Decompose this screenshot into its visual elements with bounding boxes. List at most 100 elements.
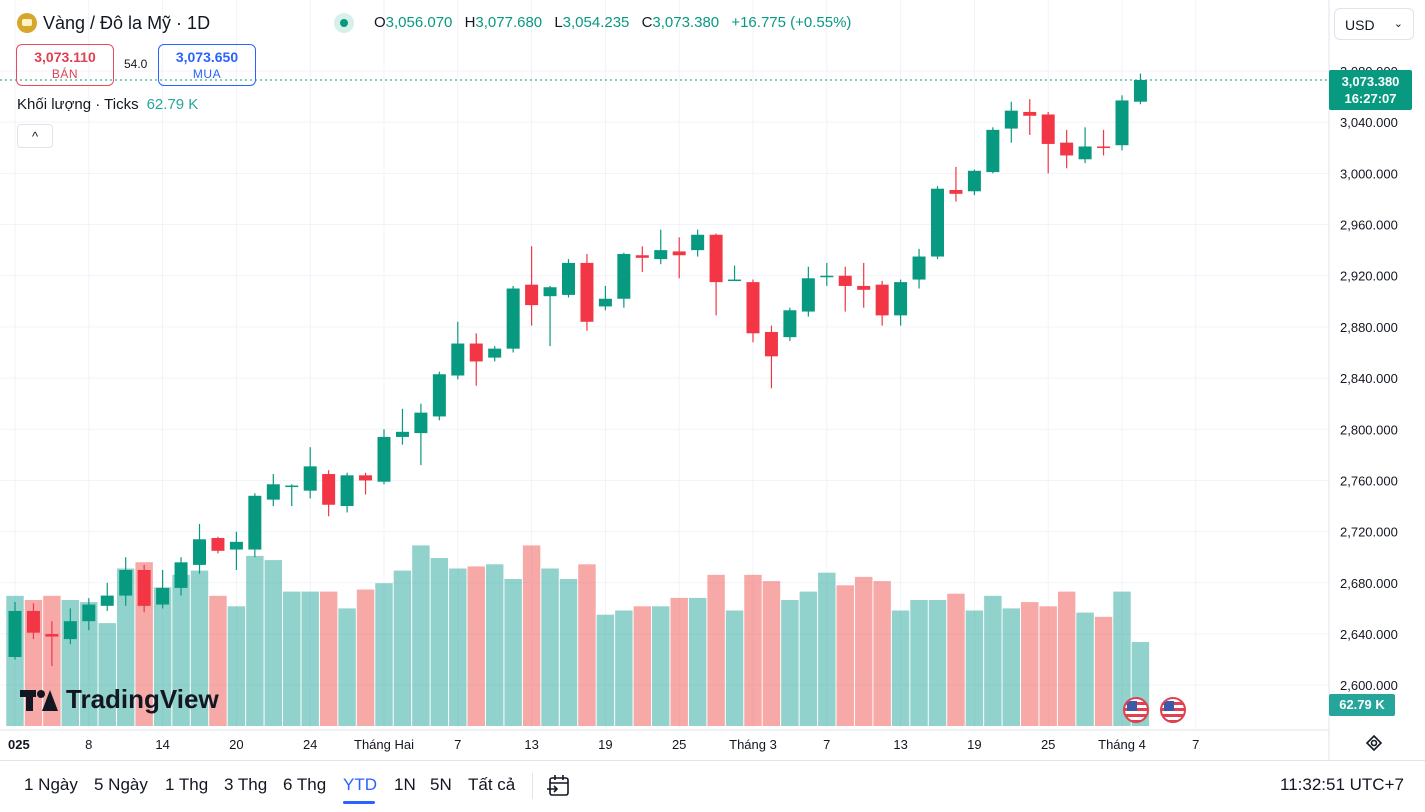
candle-body bbox=[100, 595, 114, 606]
go-to-date-icon[interactable] bbox=[546, 773, 572, 799]
candle-body bbox=[1004, 110, 1018, 129]
reset-chart-icon[interactable] bbox=[1364, 733, 1384, 753]
volume-bar bbox=[873, 581, 891, 726]
candle-body bbox=[562, 262, 575, 295]
volume-bar bbox=[430, 558, 449, 726]
bar-countdown: 16:27:07 bbox=[1344, 91, 1397, 106]
candle-body bbox=[248, 495, 262, 550]
volume-bar bbox=[965, 610, 984, 726]
us-flag-event-icon[interactable] bbox=[1160, 697, 1186, 723]
change-value: +16.775 (+0.55%) bbox=[731, 14, 852, 31]
range-ytd-button[interactable]: YTD bbox=[343, 775, 377, 794]
range-all-button[interactable]: Tất cả bbox=[468, 775, 516, 794]
currency-value: USD bbox=[1345, 17, 1375, 33]
volume-bar bbox=[891, 610, 910, 726]
candle-body bbox=[137, 570, 151, 606]
price-tick-label: 2,800.000 bbox=[1340, 422, 1398, 437]
volume-bar bbox=[504, 579, 522, 726]
currency-select[interactable]: USD ⌄ bbox=[1334, 8, 1414, 40]
volume-bar bbox=[910, 600, 928, 726]
sell-price: 3,073.110 bbox=[34, 49, 96, 65]
price-chart[interactable]: 3,080.0003,040.0003,000.0002,960.0002,92… bbox=[0, 0, 1425, 760]
low-label: L bbox=[554, 14, 563, 31]
time-tick-label: 13 bbox=[524, 737, 538, 752]
price-tick-label: 2,960.000 bbox=[1340, 218, 1398, 233]
volume-bar bbox=[596, 614, 615, 726]
range-5-days-button[interactable]: 5 Ngày bbox=[94, 775, 148, 794]
volume-legend-label: Khối lượng · Ticks bbox=[17, 96, 139, 113]
candle-body bbox=[488, 348, 502, 358]
last-price-tag: 3,073.380 16:27:07 bbox=[1329, 70, 1412, 110]
price-tick-label: 2,680.000 bbox=[1340, 576, 1398, 591]
buy-label: MUA bbox=[192, 67, 222, 81]
us-flag-event-icon[interactable] bbox=[1123, 697, 1149, 723]
chevron-up-icon: ^ bbox=[31, 129, 39, 144]
market-open-status-icon[interactable] bbox=[334, 13, 354, 33]
candle-body bbox=[1078, 146, 1092, 160]
volume-bar bbox=[338, 608, 356, 726]
candle-body bbox=[211, 538, 225, 551]
volume-bar bbox=[578, 564, 596, 726]
candle-body bbox=[986, 129, 1000, 173]
candle-body bbox=[617, 253, 631, 299]
volume-bar bbox=[227, 606, 246, 726]
close-value: 3,073.380 bbox=[652, 14, 720, 31]
volume-bar bbox=[98, 623, 116, 726]
candle-body bbox=[931, 188, 944, 257]
volume-bar bbox=[707, 574, 725, 726]
volume-bar bbox=[116, 568, 135, 726]
time-tick-label: 13 bbox=[893, 737, 907, 752]
range-3-months-button[interactable]: 3 Thg bbox=[224, 775, 268, 794]
candle-body bbox=[26, 610, 40, 633]
buy-price: 3,073.650 bbox=[175, 49, 239, 65]
volume-bar bbox=[301, 591, 319, 726]
candle-body bbox=[857, 285, 871, 290]
candle-body bbox=[764, 332, 778, 357]
range-1-day-button[interactable]: 1 Ngày bbox=[24, 775, 78, 794]
range-1-month-button[interactable]: 1 Thg bbox=[165, 775, 209, 794]
price-tick-label: 2,720.000 bbox=[1340, 525, 1398, 540]
range-6-months-button[interactable]: 6 Thg bbox=[283, 775, 327, 794]
open-value: 3,056.070 bbox=[385, 14, 453, 31]
volume-legend[interactable]: Khối lượng · Ticks 62.79 K bbox=[17, 96, 198, 113]
candle-body bbox=[377, 436, 391, 482]
time-axis: 025 8 14 20 24 Tháng Hai 7 13 19 25 Tháng 3 7 13 19 25… bbox=[8, 737, 1199, 752]
volume-bar bbox=[283, 591, 301, 726]
candle-body bbox=[783, 310, 797, 338]
candle-body bbox=[414, 412, 428, 434]
candle-body bbox=[709, 234, 723, 283]
candle-body bbox=[156, 587, 170, 605]
volume-bar bbox=[818, 572, 836, 726]
volume-bar bbox=[1076, 612, 1094, 726]
candle-body bbox=[506, 288, 520, 349]
time-tick-label: 19 bbox=[967, 737, 981, 752]
chevron-down-icon: ⌄ bbox=[1393, 18, 1403, 30]
sell-button[interactable]: 3,073.110 BÁN bbox=[16, 44, 114, 86]
price-tick-label: 2,840.000 bbox=[1340, 371, 1398, 386]
volume-bar bbox=[652, 606, 670, 726]
price-axis: 3,080.0003,040.0003,000.0002,960.0002,92… bbox=[1340, 64, 1398, 693]
volume-bar bbox=[1094, 616, 1113, 726]
range-1-year-button[interactable]: 1N bbox=[394, 775, 416, 794]
buy-button[interactable]: 3,073.650 MUA bbox=[158, 44, 256, 86]
watermark-text: TradingView bbox=[66, 684, 219, 714]
low-value: 3,054.235 bbox=[562, 14, 630, 31]
time-tick-label: 19 bbox=[598, 737, 612, 752]
range-5-years-button[interactable]: 5N bbox=[430, 775, 452, 794]
candle-body bbox=[580, 262, 594, 322]
candle-body bbox=[63, 621, 77, 640]
volume-bar bbox=[319, 591, 338, 726]
volume-bar bbox=[1021, 602, 1039, 726]
tradingview-watermark[interactable]: TradingView bbox=[20, 684, 219, 715]
volume-bar bbox=[264, 560, 283, 726]
collapse-legend-button[interactable]: ^ bbox=[17, 124, 53, 148]
clock-timezone[interactable]: 11:32:51 UTC+7 bbox=[1280, 775, 1404, 794]
volume-bar bbox=[799, 591, 818, 726]
candle-body bbox=[303, 466, 317, 491]
symbol-header[interactable]: Vàng / Đô la Mỹ · 1D bbox=[17, 11, 210, 35]
volume-bar bbox=[854, 576, 873, 726]
time-month-label: Tháng Hai bbox=[354, 737, 414, 752]
high-value: 3,077.680 bbox=[475, 14, 543, 31]
price-tick-label: 3,040.000 bbox=[1340, 115, 1398, 130]
volume-legend-value: 62.79 K bbox=[146, 96, 199, 113]
